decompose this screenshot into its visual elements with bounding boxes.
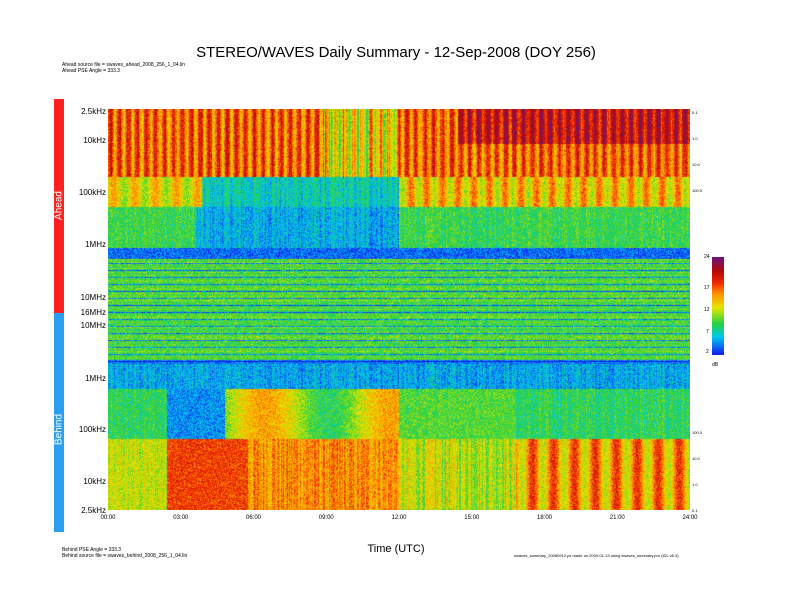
behind-sidebar <box>54 313 64 532</box>
y-tick: 2.5kHz <box>81 107 106 116</box>
x-axis-label: Time (UTC) <box>367 543 425 555</box>
y-tick: 10kHz <box>83 136 106 145</box>
behind-pse-angle: Behind PSE Angle = 333.3 <box>62 547 122 553</box>
angle-tick: 10.0 <box>692 162 700 167</box>
x-tick: 00:00 <box>100 515 116 521</box>
x-tick: 21:00 <box>609 515 625 521</box>
angle-tick: 1.0 <box>692 136 698 141</box>
x-tick: 15:00 <box>464 515 480 521</box>
angle-tick: 0.1 <box>692 508 698 513</box>
colorbar-unit: dB <box>712 362 719 368</box>
ahead-sidebar <box>54 99 64 313</box>
page-title: STEREO/WAVES Daily Summary - 12-Sep-2008… <box>196 44 596 61</box>
angle-tick: 0.1 <box>692 110 698 115</box>
y-tick: 16MHz <box>80 308 106 317</box>
colorbar-tick: 24 <box>704 254 710 260</box>
x-tick: 06:00 <box>245 515 261 521</box>
angle-tick: 1.0 <box>692 482 698 487</box>
y-tick: 100kHz <box>78 425 106 434</box>
y-tick: 10MHz <box>80 321 106 330</box>
x-tick: 03:00 <box>173 515 189 521</box>
behind-source-file: Behind source file = swaves_behind_2008_… <box>62 553 188 559</box>
angle-tick: 10.0 <box>692 456 700 461</box>
ahead-pse-angle: Ahead PSE Angle = 333.3 <box>62 68 120 74</box>
colorbar-tick: 17 <box>704 285 710 291</box>
y-tick: 1MHz <box>85 240 106 249</box>
colorbar-tick: 7 <box>706 329 709 335</box>
colorbar <box>712 257 724 355</box>
angle-tick: 100.0 <box>692 430 703 435</box>
x-tick: 24:00 <box>682 515 698 521</box>
y-tick: 2.5kHz <box>81 506 106 515</box>
angle-tick: 100.0 <box>692 188 703 193</box>
y-tick: 100kHz <box>78 188 106 197</box>
x-tick: 12:00 <box>391 515 407 521</box>
credit-line: swaves_summary_20080912.ps made on 2009-… <box>514 553 679 558</box>
spectrogram-heatmap <box>108 109 690 510</box>
ahead-source-file: Ahead source file = swaves_ahead_2008_25… <box>62 62 186 68</box>
colorbar-tick: 12 <box>704 307 710 313</box>
x-tick: 18:00 <box>536 515 552 521</box>
y-tick: 1MHz <box>85 374 106 383</box>
y-tick: 10kHz <box>83 477 106 486</box>
y-tick: 10MHz <box>80 293 106 302</box>
x-tick: 09:00 <box>318 515 334 521</box>
colorbar-tick: 2 <box>706 349 709 355</box>
